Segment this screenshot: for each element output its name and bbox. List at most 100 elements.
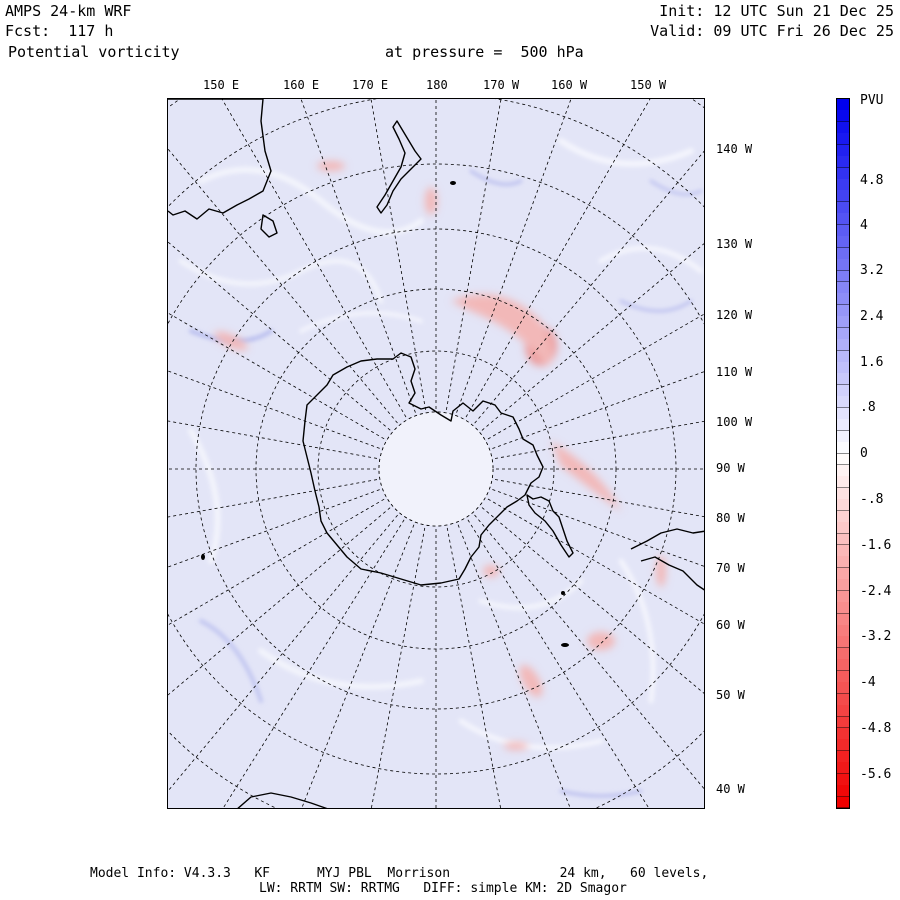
colorbar-swatch bbox=[837, 259, 849, 272]
colorbar-swatch bbox=[837, 625, 849, 637]
colorbar-swatch bbox=[837, 190, 849, 203]
colorbar-swatch bbox=[837, 236, 849, 249]
model-title: AMPS 24-km WRF bbox=[5, 2, 132, 20]
pressure-level: at pressure = 500 hPa bbox=[385, 43, 584, 61]
model-info-line1: Model Info: V4.3.3 KF MYJ PBL Morrison 2… bbox=[90, 866, 709, 881]
lon-label-right: 100 W bbox=[716, 415, 753, 429]
antarctica-coast bbox=[302, 352, 544, 586]
model-info-line2: LW: RRTM SW: RRTMG DIFF: simple KM: 2D S… bbox=[259, 881, 627, 896]
colorbar-swatch bbox=[837, 179, 849, 191]
colorbar-swatch bbox=[837, 636, 849, 649]
south-america-coast bbox=[630, 528, 704, 550]
pv-colorbar bbox=[836, 98, 850, 809]
colorbar-label: .8 bbox=[860, 400, 876, 415]
colorbar-swatch bbox=[837, 487, 849, 500]
colorbar-swatch bbox=[837, 533, 849, 546]
colorbar-label: 3.2 bbox=[860, 263, 884, 278]
colorbar-swatch bbox=[837, 762, 849, 775]
colorbar-swatch bbox=[837, 499, 849, 512]
meridians bbox=[168, 99, 704, 808]
colorbar-swatch bbox=[837, 396, 849, 409]
colorbar-swatch bbox=[837, 384, 849, 397]
lon-label-right: 140 W bbox=[716, 142, 753, 156]
colorbar-label: 4.8 bbox=[860, 173, 884, 188]
lon-label-top: 180 bbox=[426, 78, 448, 92]
colorbar-label: -4.8 bbox=[860, 721, 892, 736]
colorbar-swatch bbox=[837, 442, 849, 454]
lon-label-right: 90 W bbox=[716, 461, 745, 475]
colorbar-swatch bbox=[837, 716, 849, 729]
colorbar-swatch bbox=[837, 705, 849, 717]
colorbar-swatch bbox=[837, 316, 849, 329]
colorbar-swatch bbox=[837, 590, 849, 603]
colorbar-swatch bbox=[837, 156, 849, 169]
lon-label-top: 160 E bbox=[283, 78, 320, 92]
lon-label-right: 50 W bbox=[716, 688, 745, 702]
colorbar-swatch bbox=[837, 522, 849, 535]
colorbar-swatch bbox=[837, 750, 849, 763]
lon-label-right: 70 W bbox=[716, 561, 745, 575]
colorbar-swatch bbox=[837, 327, 849, 340]
lon-label-right: 60 W bbox=[716, 618, 745, 632]
lon-label-right: 80 W bbox=[716, 511, 745, 525]
colorbar-label: 2.4 bbox=[860, 309, 884, 324]
colorbar-swatch bbox=[837, 110, 849, 123]
new-zealand-coast bbox=[376, 120, 422, 214]
colorbar-swatch bbox=[837, 133, 849, 146]
colorbar-swatch bbox=[837, 796, 849, 808]
colorbar-label: -5.6 bbox=[860, 767, 892, 782]
colorbar-swatch bbox=[837, 201, 849, 214]
field-name: Potential vorticity bbox=[8, 43, 180, 61]
colorbar-swatch bbox=[837, 350, 849, 363]
colorbar-swatch bbox=[837, 304, 849, 317]
colorbar-swatch bbox=[837, 453, 849, 466]
colorbar-swatch bbox=[837, 121, 849, 134]
africa-coast bbox=[237, 792, 328, 808]
lon-label-right: 130 W bbox=[716, 237, 753, 251]
colorbar-swatch bbox=[837, 419, 849, 432]
colorbar-swatch bbox=[837, 510, 849, 523]
colorbar-swatch bbox=[837, 579, 849, 592]
colorbar-label: -2.4 bbox=[860, 584, 892, 599]
colorbar-swatch bbox=[837, 362, 849, 374]
lon-label-top: 160 W bbox=[551, 78, 588, 92]
colorbar-swatch bbox=[837, 613, 849, 626]
colorbar-label: 1.6 bbox=[860, 355, 884, 370]
colorbar-swatch bbox=[837, 144, 849, 157]
forecast-hour: Fcst: 117 h bbox=[5, 22, 114, 40]
colorbar-swatch bbox=[837, 670, 849, 683]
colorbar-swatch bbox=[837, 270, 849, 283]
colorbar-label: 4 bbox=[860, 218, 868, 233]
lon-label-top: 150 E bbox=[203, 78, 240, 92]
lon-label-right: 110 W bbox=[716, 365, 753, 379]
potential-vorticity-map bbox=[167, 98, 705, 809]
colorbar-swatch bbox=[837, 647, 849, 660]
colorbar-label: -.8 bbox=[860, 492, 884, 507]
colorbar-swatch bbox=[837, 430, 849, 443]
colorbar-swatch bbox=[837, 773, 849, 786]
colorbar-swatch bbox=[837, 407, 849, 420]
lon-label-right: 120 W bbox=[716, 308, 753, 322]
coastlines bbox=[168, 99, 704, 808]
lon-label-top: 170 W bbox=[483, 78, 520, 92]
colorbar-swatch bbox=[837, 682, 849, 695]
colorbar-label: -4 bbox=[860, 675, 876, 690]
islands bbox=[201, 181, 569, 647]
colorbar-swatch bbox=[837, 476, 849, 489]
init-time: Init: 12 UTC Sun 21 Dec 25 bbox=[659, 2, 894, 20]
colorbar-swatch bbox=[837, 213, 849, 226]
colorbar-swatch bbox=[837, 339, 849, 352]
colorbar-swatch bbox=[837, 167, 849, 180]
colorbar-swatch bbox=[837, 99, 849, 111]
antarctic-peninsula-coast bbox=[526, 494, 574, 558]
colorbar-swatch bbox=[837, 373, 849, 386]
colorbar-unit: PVU bbox=[860, 93, 884, 108]
colorbar-label: 0 bbox=[860, 446, 868, 461]
colorbar-swatch bbox=[837, 556, 849, 569]
australia-coast bbox=[168, 99, 272, 220]
valid-time: Valid: 09 UTC Fri 26 Dec 25 bbox=[650, 22, 894, 40]
colorbar-swatch bbox=[837, 281, 849, 294]
colorbar-swatch bbox=[837, 785, 849, 798]
colorbar-swatch bbox=[837, 602, 849, 615]
colorbar-label: -1.6 bbox=[860, 538, 892, 553]
